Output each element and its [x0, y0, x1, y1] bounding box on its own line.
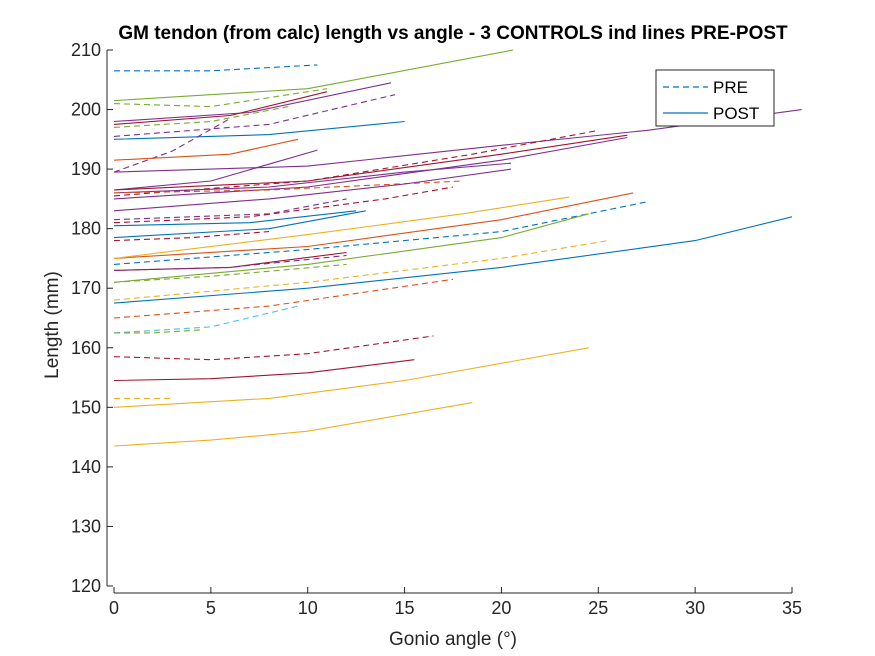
- series-line-11-post: [113, 149, 318, 191]
- y-tick-label: 130: [71, 516, 101, 536]
- series-line-20-post: [113, 210, 357, 227]
- legend-pre-label: PRE: [713, 78, 748, 97]
- series-line-35-pre: [113, 335, 434, 361]
- series-line-7-post: [113, 120, 405, 140]
- axes: 0 5 10 15 20 25 30 35 120 130 140 150 160 170 180 190 20…: [71, 40, 802, 618]
- legend: PRE POST: [655, 69, 775, 127]
- y-tick-label: 140: [71, 457, 101, 477]
- series-line-9-post: [113, 138, 299, 161]
- series-line-14-post: [113, 136, 628, 200]
- series-line-5-pre: [113, 94, 396, 137]
- series-line-39-post: [113, 402, 473, 447]
- y-tick-label: 150: [71, 397, 101, 417]
- series-line-26-post: [113, 213, 589, 283]
- series-line-17-post: [113, 168, 512, 212]
- series-line-34-pre: [114, 329, 202, 334]
- series-line-2-pre: [113, 88, 328, 108]
- series-line-16-pre: [113, 180, 463, 194]
- series-line-13-post: [113, 134, 628, 191]
- series-line-4-post: [113, 91, 328, 125]
- x-tick-label: 15: [395, 598, 415, 618]
- series-line-15-post: [113, 162, 512, 194]
- x-tick-label: 35: [782, 598, 802, 618]
- series-line-37-post: [113, 347, 589, 408]
- series-line-22-post: [113, 192, 634, 259]
- y-tick-label: 160: [71, 338, 101, 358]
- y-tick-label: 170: [71, 278, 101, 298]
- series-line-24-post: [113, 210, 366, 239]
- legend-post-label: POST: [713, 104, 759, 123]
- x-tick-label: 5: [206, 598, 216, 618]
- series-line-27-pre: [113, 240, 609, 301]
- series-line-6-pre: [113, 106, 289, 128]
- series-line-28-post: [113, 216, 793, 304]
- chart-title: GM tendon (from calc) length vs angle - …: [118, 23, 788, 44]
- x-tick-label: 20: [491, 598, 511, 618]
- series-line-0-pre: [114, 64, 318, 72]
- series-line-3-post: [113, 82, 392, 123]
- y-tick-label: 200: [71, 100, 101, 120]
- series-line-32-pre: [113, 278, 454, 319]
- series-line-23-post: [113, 196, 570, 259]
- legend-box: [655, 69, 775, 127]
- x-tick-label: 10: [298, 598, 318, 618]
- series-line-33-pre: [113, 305, 299, 334]
- y-tick-label: 180: [71, 219, 101, 239]
- series-line-12-pre: [113, 129, 599, 197]
- series-line-31-pre: [113, 263, 347, 283]
- series-line-19-pre: [113, 186, 454, 224]
- x-axis-label: Gonio angle (°): [389, 629, 517, 650]
- series-line-36-post: [113, 359, 415, 382]
- series-line-29-post: [113, 251, 347, 271]
- x-tick-label: 25: [588, 598, 608, 618]
- y-tick-label: 190: [71, 159, 101, 179]
- series-line-8-pre: [113, 118, 231, 173]
- series-line-25-pre: [113, 231, 270, 242]
- x-tick-label: 0: [109, 598, 119, 618]
- x-tick-label: 30: [685, 598, 705, 618]
- series-line-30-pre: [113, 254, 347, 271]
- y-tick-label: 120: [71, 576, 101, 596]
- y-tick-label: 210: [71, 40, 101, 60]
- y-axis-label: Length (mm): [42, 271, 63, 379]
- series-line-21-pre: [113, 201, 647, 265]
- plot-area: [113, 49, 802, 447]
- series-line-1-post: [113, 49, 514, 102]
